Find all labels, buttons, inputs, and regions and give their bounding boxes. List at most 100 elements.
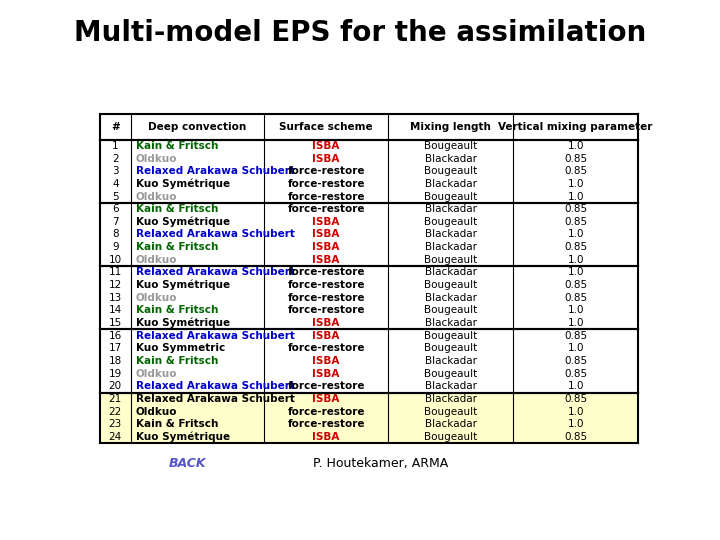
Text: 23: 23 [109, 419, 122, 429]
Text: 1.0: 1.0 [567, 255, 584, 265]
Text: 0.85: 0.85 [564, 153, 587, 164]
Text: 0.85: 0.85 [564, 242, 587, 252]
Text: Oldkuo: Oldkuo [136, 255, 177, 265]
Bar [100, 203, 638, 266]
Text: 0.85: 0.85 [564, 166, 587, 176]
Text: Deep convection: Deep convection [148, 122, 246, 132]
Text: Multi-model EPS for the assimilation: Multi-model EPS for the assimilation [74, 19, 646, 47]
Text: Kuo Symétrique: Kuo Symétrique [136, 318, 230, 328]
Text: 19: 19 [109, 369, 122, 379]
Text: ISBA: ISBA [312, 230, 340, 240]
Text: ISBA: ISBA [312, 394, 340, 404]
Text: Bougeault: Bougeault [424, 166, 477, 176]
Text: P. Houtekamer, ARMA: P. Houtekamer, ARMA [312, 457, 448, 470]
Text: Relaxed Arakawa Schubert: Relaxed Arakawa Schubert [136, 381, 294, 391]
Text: Blackadar: Blackadar [425, 242, 477, 252]
Text: Kain & Fritsch: Kain & Fritsch [136, 242, 218, 252]
Text: force-restore: force-restore [287, 293, 365, 303]
Text: force-restore: force-restore [287, 306, 365, 315]
Text: ISBA: ISBA [312, 141, 340, 151]
Text: Kain & Fritsch: Kain & Fritsch [136, 141, 218, 151]
Text: Blackadar: Blackadar [425, 419, 477, 429]
Text: Bougeault: Bougeault [424, 330, 477, 341]
Bar [100, 266, 638, 329]
Text: ISBA: ISBA [312, 255, 340, 265]
Text: 0.85: 0.85 [564, 356, 587, 366]
Text: Blackadar: Blackadar [425, 230, 477, 240]
Text: 6: 6 [112, 204, 119, 214]
Text: 3: 3 [112, 166, 119, 176]
Text: 1.0: 1.0 [567, 381, 584, 391]
Text: Bougeault: Bougeault [424, 255, 477, 265]
Text: Mixing length: Mixing length [410, 122, 491, 132]
Text: 1.0: 1.0 [567, 267, 584, 278]
Text: Kain & Fritsch: Kain & Fritsch [136, 204, 218, 214]
Text: 0.85: 0.85 [564, 330, 587, 341]
Text: Vertical mixing parameter: Vertical mixing parameter [498, 122, 653, 132]
Text: 11: 11 [109, 267, 122, 278]
Text: 15: 15 [109, 318, 122, 328]
Text: 7: 7 [112, 217, 119, 227]
Text: 16: 16 [109, 330, 122, 341]
Text: 2: 2 [112, 153, 119, 164]
Bar [100, 140, 638, 203]
Text: Kain & Fritsch: Kain & Fritsch [136, 306, 218, 315]
Text: 1.0: 1.0 [567, 343, 584, 353]
Text: Blackadar: Blackadar [425, 204, 477, 214]
Text: 24: 24 [109, 432, 122, 442]
Text: Bougeault: Bougeault [424, 306, 477, 315]
Text: 12: 12 [109, 280, 122, 290]
Text: 1.0: 1.0 [567, 306, 584, 315]
Text: BACK: BACK [169, 457, 207, 470]
Text: ISBA: ISBA [312, 356, 340, 366]
Text: 0.85: 0.85 [564, 204, 587, 214]
Text: Oldkuo: Oldkuo [136, 153, 177, 164]
Text: 17: 17 [109, 343, 122, 353]
Text: Bougeault: Bougeault [424, 141, 477, 151]
Text: 1.0: 1.0 [567, 230, 584, 240]
Text: force-restore: force-restore [287, 343, 365, 353]
Text: force-restore: force-restore [287, 419, 365, 429]
Bar [100, 114, 638, 140]
Text: ISBA: ISBA [312, 242, 340, 252]
Text: Oldkuo: Oldkuo [136, 192, 177, 201]
Text: Bougeault: Bougeault [424, 217, 477, 227]
Text: Bougeault: Bougeault [424, 192, 477, 201]
Text: Relaxed Arakawa Schubert: Relaxed Arakawa Schubert [136, 394, 294, 404]
Text: 18: 18 [109, 356, 122, 366]
Text: 1.0: 1.0 [567, 192, 584, 201]
Text: Blackadar: Blackadar [425, 153, 477, 164]
Text: 0.85: 0.85 [564, 394, 587, 404]
Text: 0.85: 0.85 [564, 293, 587, 303]
Text: 0.85: 0.85 [564, 369, 587, 379]
Text: ISBA: ISBA [312, 330, 340, 341]
Text: force-restore: force-restore [287, 267, 365, 278]
Text: force-restore: force-restore [287, 280, 365, 290]
Text: Kain & Fritsch: Kain & Fritsch [136, 356, 218, 366]
Text: ISBA: ISBA [312, 369, 340, 379]
Text: 14: 14 [109, 306, 122, 315]
Text: 1.0: 1.0 [567, 318, 584, 328]
Text: 1: 1 [112, 141, 119, 151]
Text: Kuo Symétrique: Kuo Symétrique [136, 280, 230, 291]
Text: 20: 20 [109, 381, 122, 391]
Text: 1.0: 1.0 [567, 419, 584, 429]
Text: Surface scheme: Surface scheme [279, 122, 373, 132]
Text: 1.0: 1.0 [567, 179, 584, 189]
Text: 1.0: 1.0 [567, 141, 584, 151]
Text: Bougeault: Bougeault [424, 343, 477, 353]
Text: Kuo Symmetric: Kuo Symmetric [136, 343, 225, 353]
Text: Bougeault: Bougeault [424, 369, 477, 379]
Text: #: # [111, 122, 120, 132]
Text: Kain & Fritsch: Kain & Fritsch [136, 419, 218, 429]
Text: ISBA: ISBA [312, 318, 340, 328]
Text: 4: 4 [112, 179, 119, 189]
Text: Oldkuo: Oldkuo [136, 369, 177, 379]
Text: 9: 9 [112, 242, 119, 252]
Text: Bougeault: Bougeault [424, 280, 477, 290]
Bar [100, 393, 638, 443]
Text: ISBA: ISBA [312, 432, 340, 442]
Text: force-restore: force-restore [287, 179, 365, 189]
Text: Oldkuo: Oldkuo [136, 407, 177, 416]
Text: 0.85: 0.85 [564, 280, 587, 290]
